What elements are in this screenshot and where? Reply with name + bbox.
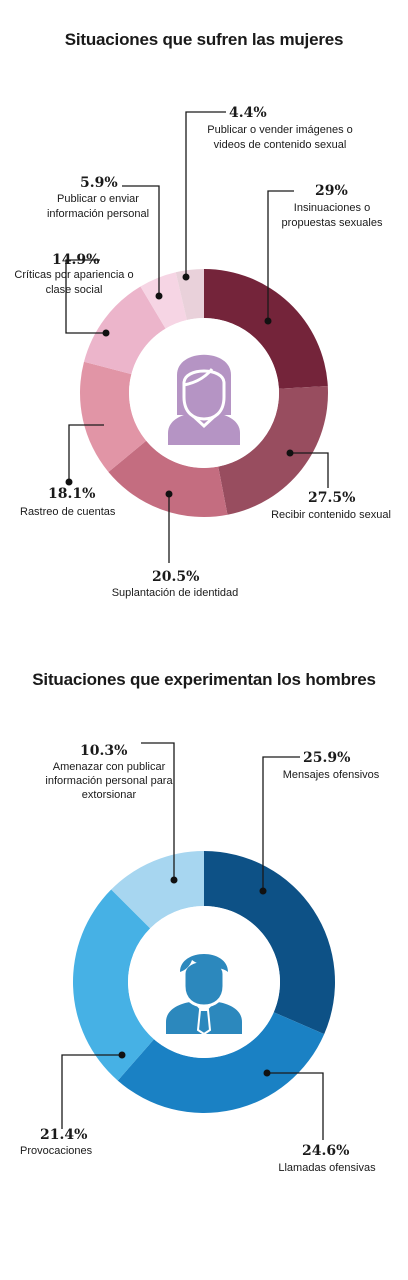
- women-label-27-5: Recibir contenido sexual: [271, 509, 391, 521]
- women-slice-0: [204, 269, 328, 389]
- men-pct-21-4: 21.4%: [40, 1127, 88, 1143]
- women-label-5-9: Publicar o enviar información personal: [46, 193, 150, 220]
- women-slice-1: [218, 386, 328, 515]
- men-chart-title: Situaciones que experimentan los hombres: [32, 670, 376, 689]
- women-slice-3: [79, 361, 147, 473]
- women-pct-14-9: 14.9%: [52, 252, 100, 268]
- men-label-21-4: Provocaciones: [20, 1145, 93, 1157]
- men-leader-dot-0: [170, 876, 178, 884]
- women-leader-dot-5: [286, 449, 294, 457]
- men-leader-line-3: [267, 1072, 324, 1140]
- women-label-4-4: Publicar o vender imágenes o videos de c…: [207, 124, 353, 151]
- women-pct-18-1: 18.1%: [48, 486, 96, 502]
- women-chart-title: Situaciones que sufren las mujeres: [64, 30, 344, 49]
- women-leader-line-1: [122, 185, 160, 296]
- men-slice-0: [204, 851, 335, 1035]
- men-pct-10-3: 10.3%: [80, 743, 128, 759]
- women-leader-line-2: [267, 190, 294, 321]
- men-leader-dot-2: [118, 1051, 126, 1059]
- women-leader-dot-1: [155, 292, 163, 300]
- women-pct-29: 29%: [315, 183, 348, 199]
- women-slice-6: [175, 269, 204, 320]
- women-leader-dot-3: [102, 329, 110, 337]
- men-pct-24-6: 24.6%: [302, 1143, 350, 1159]
- woman-avatar-icon: [168, 354, 240, 445]
- men-label-24-6: Llamadas ofensivas: [278, 1162, 376, 1174]
- men-pct-25-9: 25.9%: [303, 750, 351, 766]
- women-label-29: Insinuaciones o propuestas sexuales: [281, 202, 383, 229]
- men-leader-line-2: [61, 1054, 122, 1129]
- women-pct-27-5: 27.5%: [308, 490, 356, 506]
- men-leader-dot-3: [263, 1069, 271, 1077]
- women-slice-4: [83, 286, 166, 375]
- man-avatar-icon: [166, 954, 242, 1036]
- men-leader-line-1: [262, 756, 300, 891]
- women-leader-dot-6: [165, 490, 173, 498]
- men-leader-line-0: [141, 742, 175, 880]
- women-slice-5: [140, 272, 187, 329]
- men-label-25-9: Mensajes ofensivos: [282, 769, 380, 781]
- men-label-10-3: Amenazar con publicar información person…: [45, 761, 173, 801]
- men-slice-1: [117, 1012, 325, 1113]
- women-leader-dot-2: [264, 317, 272, 325]
- women-leader-dot-4: [65, 478, 73, 486]
- women-label-20-5: Suplantación de identidad: [111, 587, 239, 599]
- men-leader-dot-1: [259, 887, 267, 895]
- women-pct-20-5: 20.5%: [152, 569, 200, 585]
- women-label-14-9: Críticas por apariencia o clase social: [14, 269, 134, 296]
- women-leader-line-3: [65, 259, 106, 334]
- women-pct-4-4: 4.4%: [229, 105, 267, 121]
- men-slice-3: [111, 851, 204, 929]
- women-pct-5-9: 5.9%: [80, 175, 118, 191]
- women-label-18-1: Rastreo de cuentas: [20, 506, 116, 518]
- women-leader-line-4: [68, 424, 104, 482]
- men-slice-2: [73, 889, 154, 1081]
- women-slice-2: [108, 440, 228, 517]
- women-leader-line-5: [290, 452, 329, 488]
- women-leader-line-0: [185, 111, 226, 277]
- women-donut-chart: [65, 111, 329, 563]
- women-leader-dot-0: [182, 273, 190, 281]
